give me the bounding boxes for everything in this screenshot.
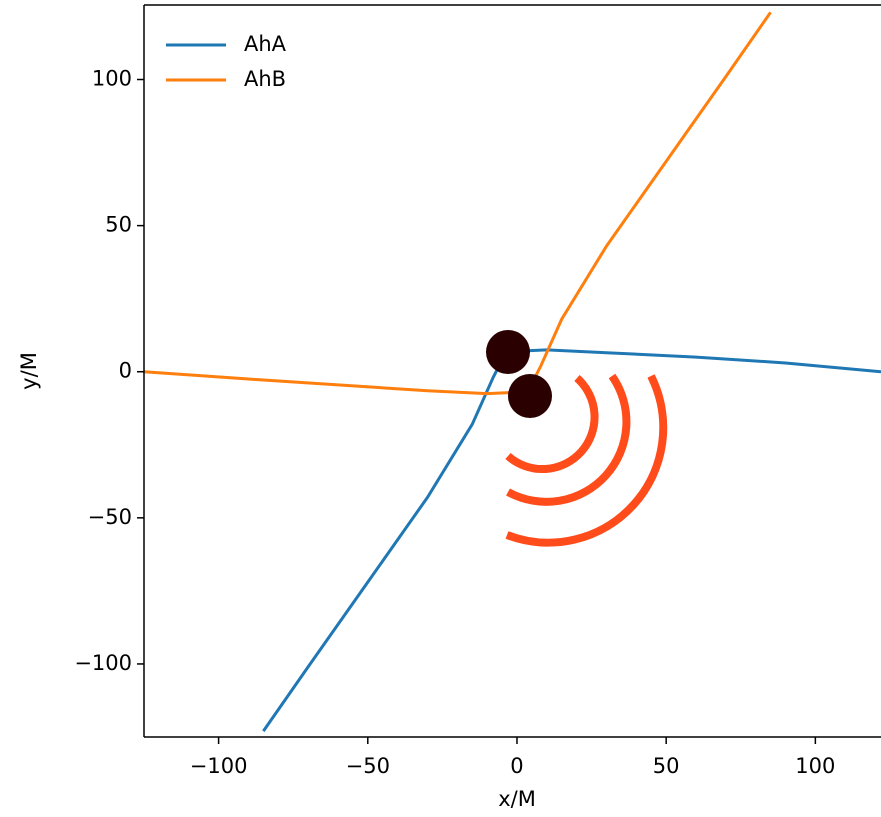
black-hole xyxy=(508,374,552,418)
y-tick-label: 0 xyxy=(119,359,132,383)
wave-arc xyxy=(506,373,631,506)
legend-label: AhB xyxy=(244,67,286,91)
legend-label: AhA xyxy=(244,32,287,56)
y-tick-label: 50 xyxy=(105,213,132,237)
series-line xyxy=(143,11,772,396)
x-tick-label: 100 xyxy=(795,754,835,778)
y-tick-label: −50 xyxy=(88,505,132,529)
y-axis-label: y/M xyxy=(17,352,41,390)
y-tick-label: −100 xyxy=(74,651,132,675)
wave-arc xyxy=(505,375,599,474)
black-hole xyxy=(486,330,530,374)
x-tick-label: 50 xyxy=(653,754,680,778)
x-tick-label: −50 xyxy=(346,754,390,778)
legend: AhA AhB xyxy=(166,32,287,91)
x-axis-label: x/M xyxy=(498,787,536,811)
x-tick-label: 0 xyxy=(510,754,523,778)
wave-arc xyxy=(505,374,668,547)
y-tick-label: 100 xyxy=(92,67,132,91)
merger-icon xyxy=(486,330,668,547)
x-tick-label: −100 xyxy=(190,754,248,778)
